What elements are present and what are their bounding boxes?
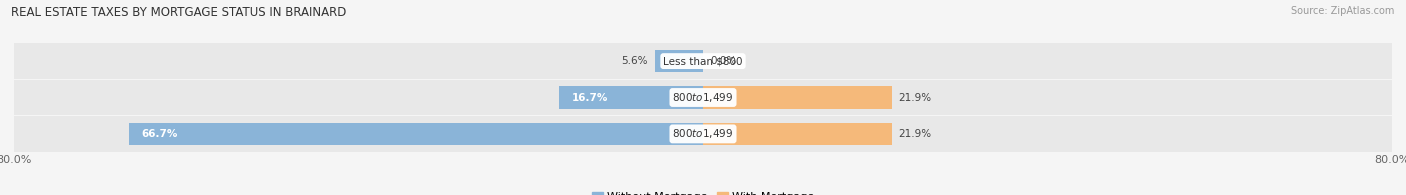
Text: Source: ZipAtlas.com: Source: ZipAtlas.com xyxy=(1291,6,1395,16)
Text: $800 to $1,499: $800 to $1,499 xyxy=(672,91,734,104)
Bar xyxy=(14,43,1392,79)
Bar xyxy=(703,123,891,145)
Text: 16.7%: 16.7% xyxy=(572,92,609,103)
Bar xyxy=(128,123,703,145)
Text: 0.0%: 0.0% xyxy=(710,56,737,66)
Text: 5.6%: 5.6% xyxy=(621,56,648,66)
Bar xyxy=(560,86,703,109)
Text: 21.9%: 21.9% xyxy=(898,129,932,139)
Bar xyxy=(655,50,703,72)
Text: Less than $800: Less than $800 xyxy=(664,56,742,66)
Text: REAL ESTATE TAXES BY MORTGAGE STATUS IN BRAINARD: REAL ESTATE TAXES BY MORTGAGE STATUS IN … xyxy=(11,6,347,19)
Bar xyxy=(14,80,1392,115)
Text: 66.7%: 66.7% xyxy=(142,129,179,139)
Bar xyxy=(14,116,1392,152)
Legend: Without Mortgage, With Mortgage: Without Mortgage, With Mortgage xyxy=(588,187,818,195)
Text: 21.9%: 21.9% xyxy=(898,92,932,103)
Text: $800 to $1,499: $800 to $1,499 xyxy=(672,127,734,140)
Bar xyxy=(703,86,891,109)
